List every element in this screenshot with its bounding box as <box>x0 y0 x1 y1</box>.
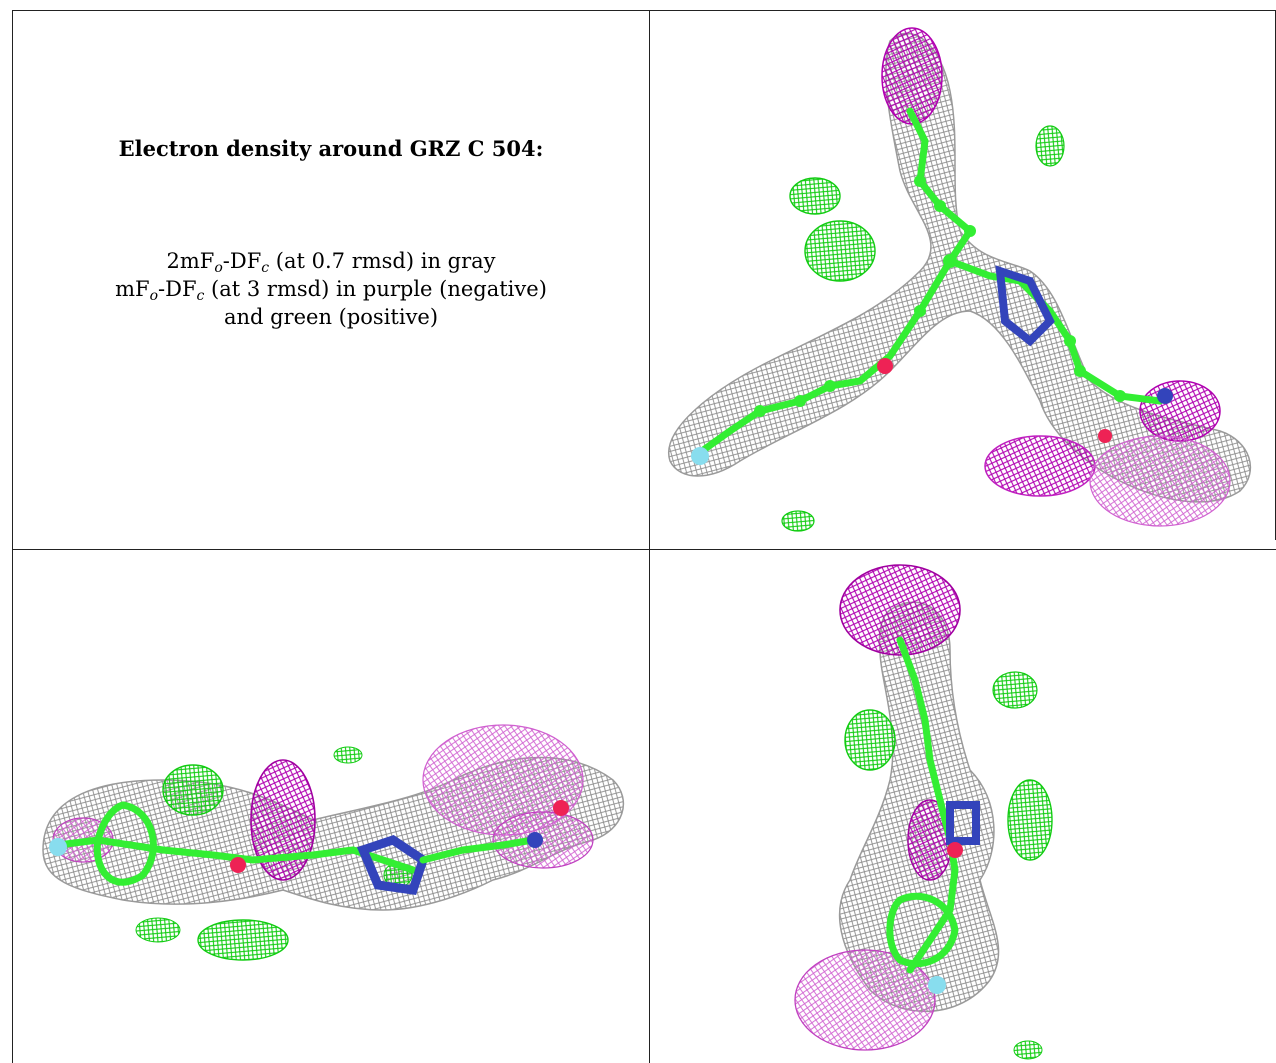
density-view-bottom-left <box>13 550 649 1063</box>
grid-center-border <box>649 10 650 1063</box>
grid-top-border <box>12 10 1276 11</box>
caption-line-fofc: mFo-DFc (at 3 rmsd) in purple (negative) <box>115 277 547 304</box>
density-view-top-right <box>650 11 1275 549</box>
grid-left-border <box>12 10 13 1063</box>
figure-grid: Electron density around GRZ C 504: 2mFo-… <box>12 10 1276 1063</box>
grid-middle-border <box>12 549 1276 550</box>
mesh-density-render <box>42 724 624 961</box>
caption-line-2fofc: 2mFo-DFc (at 0.7 rmsd) in gray <box>166 249 496 276</box>
density-view-bottom-right <box>650 550 1275 1063</box>
caption-cell: Electron density around GRZ C 504: 2mFo-… <box>13 11 649 549</box>
mesh-density-render <box>667 27 1251 532</box>
caption-line-colors: and green (positive) <box>223 305 439 329</box>
mesh-density-render <box>794 564 1053 1060</box>
caption-title: Electron density around GRZ C 504: <box>118 136 544 161</box>
